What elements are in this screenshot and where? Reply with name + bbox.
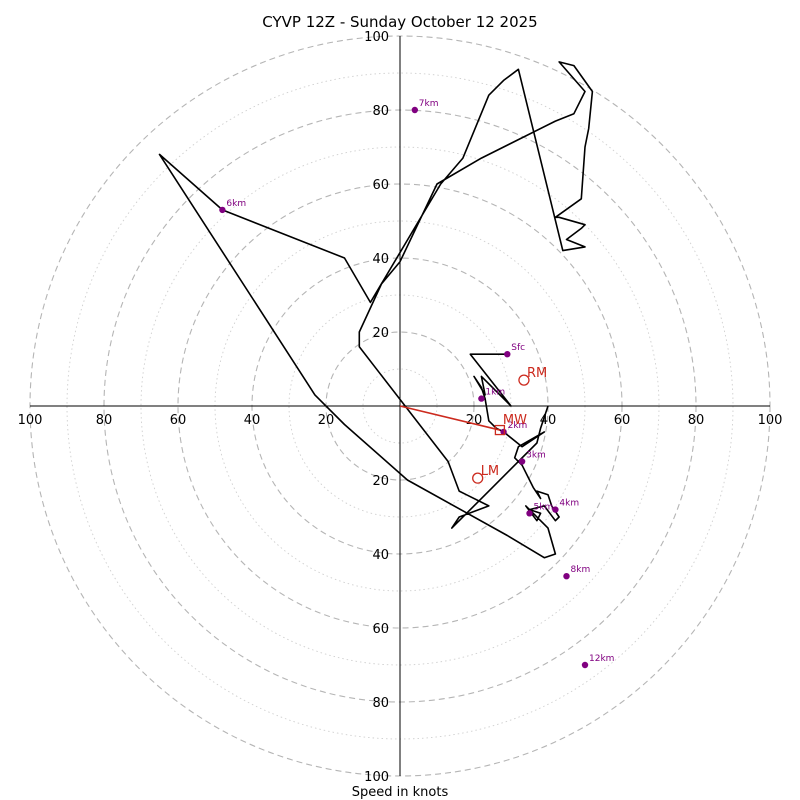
x-tick-label: 80 xyxy=(96,413,113,428)
left-mover-label: LM xyxy=(481,464,499,479)
right-mover-marker xyxy=(518,374,530,386)
height-marker-label: Sfc xyxy=(511,343,525,353)
storm-motion-markers: RM LM MW xyxy=(472,366,547,484)
x-tick-label: 20 xyxy=(318,413,335,428)
y-tick-label: 20 xyxy=(372,326,389,341)
height-marker-label: 3km xyxy=(526,451,546,461)
height-marker-dot xyxy=(500,428,507,436)
y-tick-label: 80 xyxy=(372,696,389,711)
mean-wind-vector xyxy=(399,405,501,431)
height-marker-dot xyxy=(526,510,533,517)
height-marker-label: 8km xyxy=(571,565,591,575)
hodograph-trace-group xyxy=(158,61,594,559)
mean-wind-label: MW xyxy=(503,413,527,428)
chart-title: CYVP 12Z - Sunday October 12 2025 xyxy=(262,13,537,31)
y-tick-label: 100 xyxy=(364,770,389,785)
x-tick-label: 60 xyxy=(170,413,187,428)
y-tick-label: 60 xyxy=(372,178,389,193)
height-marker-dot xyxy=(219,206,226,214)
height-marker-label: 5km xyxy=(534,502,554,512)
x-tick-label: 80 xyxy=(688,413,705,428)
x-tick-label: 60 xyxy=(614,413,631,428)
height-marker-label: 2km xyxy=(508,421,528,431)
height-marker-dot xyxy=(518,458,526,465)
height-marker-dot xyxy=(552,506,559,513)
height-marker-dot xyxy=(581,661,589,669)
x-tick-label: 40 xyxy=(244,413,261,428)
y-tick-label: 60 xyxy=(372,622,389,637)
y-tick-label: 40 xyxy=(372,548,389,563)
axis-tick-labels: 1001008080606040402020202040406060808010… xyxy=(18,30,783,785)
height-marker-label: 12km xyxy=(589,654,614,664)
x-tick-label: 100 xyxy=(18,413,43,428)
hodograph-line xyxy=(158,61,594,559)
height-marker-dot xyxy=(478,395,485,402)
y-tick-label: 80 xyxy=(372,104,389,119)
height-marker-dot xyxy=(411,106,418,114)
right-mover-label: RM xyxy=(527,366,547,381)
y-tick-label: 40 xyxy=(372,252,389,267)
x-tick-label: 100 xyxy=(758,413,783,428)
left-mover-marker xyxy=(472,472,484,484)
height-marker-dot xyxy=(504,351,511,358)
y-tick-label: 100 xyxy=(364,30,389,45)
x-axis-label: Speed in knots xyxy=(352,785,449,800)
y-tick-label: 20 xyxy=(372,474,389,489)
height-markers: Sfc 1km 2km 3km 4km 5km 6km 7km 8km 12km xyxy=(219,99,614,669)
height-marker-label: 1km xyxy=(485,388,505,398)
height-marker-dot xyxy=(563,573,570,580)
height-marker-label: 4km xyxy=(559,499,579,509)
height-marker-label: 6km xyxy=(226,199,246,209)
height-marker-label: 7km xyxy=(419,99,439,109)
mean-wind-marker xyxy=(494,424,506,436)
